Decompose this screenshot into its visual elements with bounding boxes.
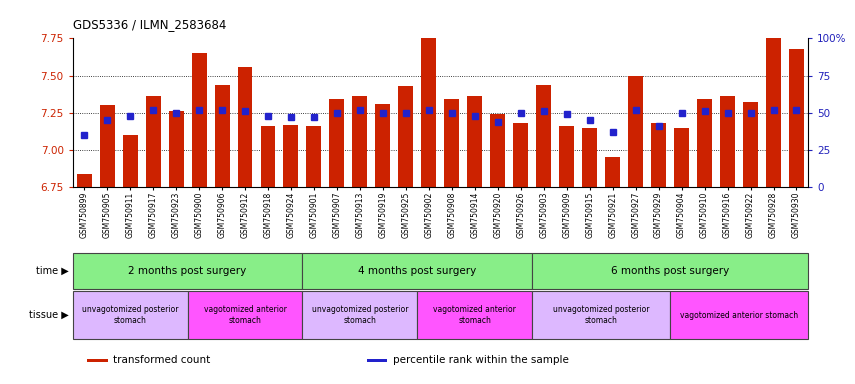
Bar [100,105,115,187]
Bar [532,291,670,339]
Text: 2 months post surgery: 2 months post surgery [128,266,247,276]
Bar [87,359,108,362]
Bar [490,114,505,187]
Bar [192,53,207,187]
Bar [605,157,620,187]
Bar [73,291,187,339]
Bar [168,111,184,187]
Text: vagotomized anterior
stomach: vagotomized anterior stomach [433,305,516,325]
Text: unvagotomized posterior
stomach: unvagotomized posterior stomach [82,305,179,325]
Text: unvagotomized posterior
stomach: unvagotomized posterior stomach [312,305,408,325]
Bar [145,96,161,187]
Bar [73,253,303,290]
Bar [536,84,551,187]
Text: vagotomized anterior
stomach: vagotomized anterior stomach [203,305,286,325]
Bar [77,174,91,187]
Bar [303,291,417,339]
Bar [468,96,482,187]
Bar [628,76,643,187]
Bar [670,291,808,339]
Bar [513,123,528,187]
Bar [674,127,689,187]
Text: tissue ▶: tissue ▶ [29,310,68,320]
Bar [284,125,298,187]
Bar [652,123,666,187]
Bar [532,253,808,290]
Bar [445,99,459,187]
Text: transformed count: transformed count [113,355,210,365]
Bar [789,49,804,187]
Bar [261,126,275,187]
Bar [697,99,712,187]
Bar [582,127,597,187]
Bar [122,135,138,187]
Text: unvagotomized posterior
stomach: unvagotomized posterior stomach [553,305,650,325]
Bar [352,96,368,187]
Text: percentile rank within the sample: percentile rank within the sample [392,355,569,365]
Bar [422,31,436,187]
Bar [375,104,391,187]
Bar [303,253,532,290]
Text: vagotomized anterior stomach: vagotomized anterior stomach [680,311,798,319]
Bar [187,291,303,339]
Bar [306,126,321,187]
Text: 6 months post surgery: 6 months post surgery [611,266,729,276]
Bar [559,126,575,187]
Bar [215,84,229,187]
Text: time ▶: time ▶ [36,266,68,276]
Bar [766,23,781,187]
Bar [720,96,735,187]
Text: 4 months post surgery: 4 months post surgery [358,266,476,276]
Text: GDS5336 / ILMN_2583684: GDS5336 / ILMN_2583684 [73,18,226,31]
Bar [743,103,758,187]
Bar [238,67,252,187]
Bar [367,359,387,362]
Bar [398,86,413,187]
Bar [417,291,532,339]
Bar [329,99,345,187]
